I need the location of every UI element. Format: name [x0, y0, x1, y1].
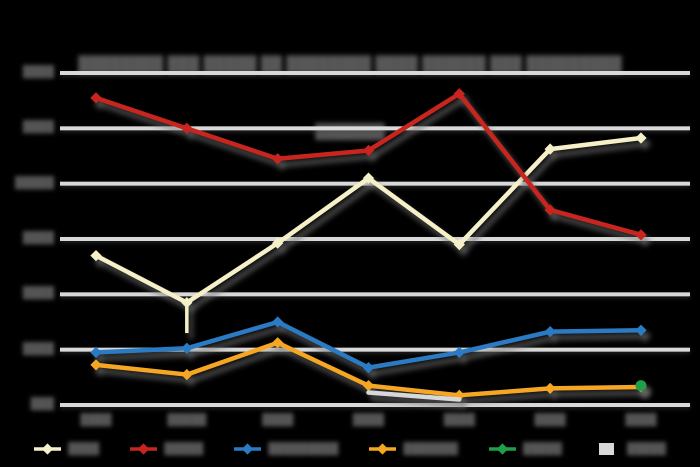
gridline: [60, 71, 690, 75]
x-axis-tick-label: ████: [534, 414, 566, 426]
series-marker-cream: [362, 172, 375, 184]
y-axis-tick-label: ███: [30, 398, 54, 410]
polyline-red: [93, 91, 644, 238]
series-marker-blue: [453, 346, 465, 359]
legend-item-red: █████: [130, 442, 203, 456]
y-axis-tick-label: ████: [22, 66, 54, 78]
series-marker-orange: [362, 379, 375, 392]
series-marker-red: [181, 122, 193, 134]
chart-title-line1: ████████ ███ █████ ██ ████████ ████ ████…: [78, 56, 622, 73]
series-marker-red: [272, 153, 284, 165]
y-axis-tick-label: ████: [22, 342, 54, 355]
legend-label-orange: ███████: [403, 443, 458, 455]
series-marker-blue: [272, 316, 284, 328]
series-marker-red: [635, 229, 647, 241]
series-line-green: [635, 380, 647, 392]
y-axis-tick-label: ████: [22, 232, 54, 244]
gridline: [60, 126, 690, 131]
y-axis-tick-label: ████: [22, 121, 54, 134]
x-axis-tick-label: ████: [352, 414, 385, 426]
legend-swatch-green-icon: [488, 443, 516, 455]
series-line-red: [90, 88, 647, 241]
series-marker-orange: [181, 368, 193, 381]
legend-item-orange: ███████: [369, 442, 458, 456]
series-marker-cream: [635, 132, 647, 144]
series-marker-orange: [272, 337, 284, 349]
legend-swatch-blue-icon: [234, 443, 262, 455]
x-axis-tick-label: ████: [443, 414, 475, 426]
series-marker-cream: [453, 238, 465, 251]
y-axis-tick-label: █████: [15, 176, 54, 189]
series-marker-orange: [544, 382, 556, 395]
series-marker-blue: [635, 324, 647, 336]
gridline: [60, 292, 690, 297]
gridlines: [60, 71, 690, 407]
series-line-gray: [366, 390, 462, 402]
y-axis-tick-label: ████: [22, 287, 54, 300]
legend-swatch-orange-icon: [369, 443, 397, 455]
legend-item-blue: █████████: [234, 442, 338, 456]
series-line-blue: [90, 316, 647, 374]
polyline-blue: [93, 319, 644, 370]
series-marker-cream: [544, 143, 556, 155]
series-marker-red: [362, 144, 375, 157]
legend-label-gray: █████: [626, 443, 666, 455]
series-marker-cream: [181, 296, 193, 309]
polyline-cream: [93, 135, 644, 305]
x-axis-tick-label: █████: [167, 414, 207, 426]
legend-label-blue: █████████: [268, 443, 339, 455]
legend-swatch-cream-icon: [34, 443, 62, 455]
series-marker-orange: [90, 359, 102, 371]
x-axis-tick-label: ████: [80, 414, 112, 426]
legend-item-cream: ████: [34, 442, 99, 456]
gridline: [60, 347, 690, 352]
series-marker-blue: [362, 361, 375, 374]
polyline-gray: [366, 390, 462, 402]
x-axis-tick-label: ████: [625, 414, 657, 426]
x-axis-tick-label: ████: [262, 414, 294, 426]
legend-label-green: █████: [522, 443, 562, 455]
series-marker-red: [544, 204, 556, 216]
legend-label-cream: ████: [68, 443, 100, 455]
legend-swatch-gray-icon: [598, 443, 614, 455]
legend-label-red: █████: [164, 443, 204, 455]
chart-title: ████████ ███ █████ ██ ████████ ████ ████…: [0, 10, 700, 186]
legend: ████ █████ █████████ ███████ █████ █████: [0, 438, 700, 460]
series-marker-blue: [544, 326, 556, 338]
series-marker-green: [635, 380, 647, 392]
gridline: [60, 237, 690, 241]
legend-item-gray: █████: [593, 442, 666, 456]
gridline: [60, 403, 690, 407]
series-marker-blue: [181, 342, 193, 354]
legend-swatch-red-icon: [130, 443, 158, 455]
legend-item-green: █████: [488, 442, 562, 456]
series-marker-red: [90, 92, 102, 104]
series-line-cream: [90, 132, 647, 334]
series-marker-cream: [272, 237, 284, 249]
